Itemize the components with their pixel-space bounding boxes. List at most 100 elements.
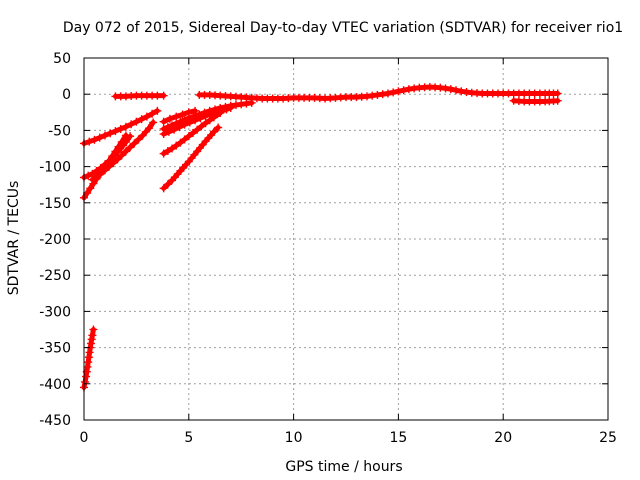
y-axis-label: SDTVAR / TECUs	[6, 181, 22, 296]
y-tick-label: -400	[39, 377, 71, 393]
data-point	[142, 112, 151, 121]
y-tick-label: 50	[53, 51, 71, 67]
x-tick-label: 0	[80, 430, 89, 446]
data-point	[196, 114, 205, 123]
data-point	[184, 132, 193, 141]
data-point	[172, 112, 181, 121]
data-point	[446, 85, 455, 94]
data-point	[109, 158, 118, 167]
data-point	[165, 114, 174, 123]
x-tick-label: 20	[494, 430, 512, 446]
data-point	[81, 377, 90, 386]
y-tick-label: -300	[39, 304, 71, 320]
data-point	[144, 124, 153, 133]
data-point	[153, 106, 162, 115]
data-point	[383, 89, 392, 98]
data-point	[231, 101, 240, 110]
data-point	[92, 172, 101, 181]
data-point	[201, 119, 210, 128]
data-point	[126, 143, 135, 152]
y-tick-label: -50	[48, 123, 71, 139]
data-point	[88, 331, 97, 340]
data-point	[170, 125, 179, 134]
x-tick-label: 25	[599, 430, 617, 446]
data-point	[159, 117, 168, 126]
data-point	[117, 137, 126, 146]
data-point	[121, 122, 130, 131]
data-point	[116, 124, 125, 133]
data-point	[389, 88, 398, 97]
data-point	[180, 120, 189, 129]
y-tick-label: -100	[39, 160, 71, 176]
y-tick-label: -150	[39, 196, 71, 212]
chart-title: Day 072 of 2015, Sidereal Day-to-day VTE…	[63, 20, 623, 36]
data-point	[111, 147, 120, 156]
x-axis-label: GPS time / hours	[285, 459, 402, 475]
data-point	[205, 116, 214, 125]
data-point	[164, 127, 173, 136]
x-tick-label: 5	[184, 430, 193, 446]
data-point	[178, 110, 187, 119]
data-point	[237, 100, 246, 109]
data-point	[441, 84, 450, 93]
data-point	[114, 142, 123, 151]
data-point	[362, 92, 371, 101]
data-point	[148, 109, 157, 118]
data-point	[209, 127, 218, 136]
data-point	[163, 147, 172, 156]
data-point	[373, 90, 382, 99]
data-point	[197, 122, 206, 131]
data-point	[553, 89, 562, 98]
data-point	[130, 139, 139, 148]
data-point	[191, 116, 200, 125]
data-point	[368, 91, 377, 100]
data-point	[89, 325, 98, 334]
data-point	[191, 106, 200, 115]
data-point	[188, 128, 197, 137]
data-point	[452, 86, 461, 95]
y-tick-label: -200	[39, 232, 71, 248]
y-tick-label: -350	[39, 341, 71, 357]
data-point	[226, 103, 235, 112]
data-point	[100, 166, 109, 175]
data-point	[180, 135, 189, 144]
data-point	[175, 123, 184, 132]
data-point	[86, 184, 95, 193]
data-point	[121, 147, 130, 156]
y-tick-label: -250	[39, 268, 71, 284]
data-point	[95, 133, 104, 142]
data-point	[216, 109, 225, 118]
data-point	[111, 127, 120, 136]
data-point	[163, 180, 172, 189]
data-point	[121, 131, 130, 140]
data-point	[88, 175, 97, 184]
data-point	[149, 118, 158, 127]
x-tick-label: 15	[389, 430, 407, 446]
data-point	[185, 118, 194, 127]
grid-lines	[84, 58, 608, 420]
data-point	[436, 83, 445, 92]
data-point	[462, 88, 471, 97]
data-point	[159, 184, 168, 193]
data-point	[410, 84, 419, 93]
data-point	[159, 130, 168, 139]
axis-ticks: 0 5 10 15 20 25 50 0 -50 -100 -150 -200 -250 -300 -350…	[39, 51, 617, 446]
data-point	[85, 137, 94, 146]
data-point	[457, 87, 466, 96]
data-point	[193, 125, 202, 134]
data-point	[117, 151, 126, 160]
data-point	[127, 120, 136, 129]
data-point	[168, 144, 177, 153]
data-point	[176, 138, 185, 147]
data-point	[214, 123, 223, 132]
data-point	[399, 86, 408, 95]
data-point	[378, 90, 387, 99]
data-point	[201, 111, 210, 120]
data-point	[184, 108, 193, 117]
data-series-band	[196, 84, 561, 102]
data-point	[108, 152, 117, 161]
data-point	[394, 87, 403, 96]
data-point	[113, 155, 122, 164]
data-point	[105, 162, 114, 171]
data-point	[159, 149, 168, 158]
